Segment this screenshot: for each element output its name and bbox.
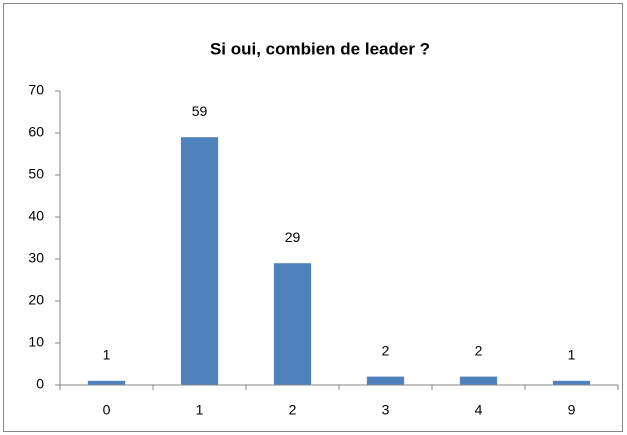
y-tick-label: 50 (28, 166, 44, 182)
x-tick-label: 0 (103, 402, 111, 418)
bar (459, 376, 498, 385)
data-label: 2 (475, 342, 483, 358)
bar (180, 137, 219, 385)
bar (273, 263, 312, 385)
y-tick-label: 40 (28, 208, 44, 224)
x-tick-label: 1 (196, 402, 204, 418)
x-tick-label: 2 (289, 402, 297, 418)
data-label: 2 (382, 342, 390, 358)
bar (552, 380, 591, 385)
y-tick-label: 10 (28, 334, 44, 350)
data-label: 1 (568, 347, 576, 363)
y-tick-label: 70 (28, 82, 44, 98)
chart-title: Si oui, combien de leader ? (210, 39, 430, 58)
y-tick-label: 20 (28, 292, 44, 308)
x-tick-label: 9 (568, 402, 576, 418)
bar (87, 380, 126, 385)
y-tick-label: 60 (28, 124, 44, 140)
y-tick-label: 0 (36, 376, 44, 392)
data-label: 59 (192, 103, 208, 119)
data-label: 29 (285, 229, 301, 245)
x-tick-label: 4 (475, 402, 483, 418)
chart-frame (3, 3, 623, 432)
x-tick-label: 3 (382, 402, 390, 418)
data-label: 1 (103, 347, 111, 363)
y-tick-label: 30 (28, 250, 44, 266)
bar (366, 376, 405, 385)
